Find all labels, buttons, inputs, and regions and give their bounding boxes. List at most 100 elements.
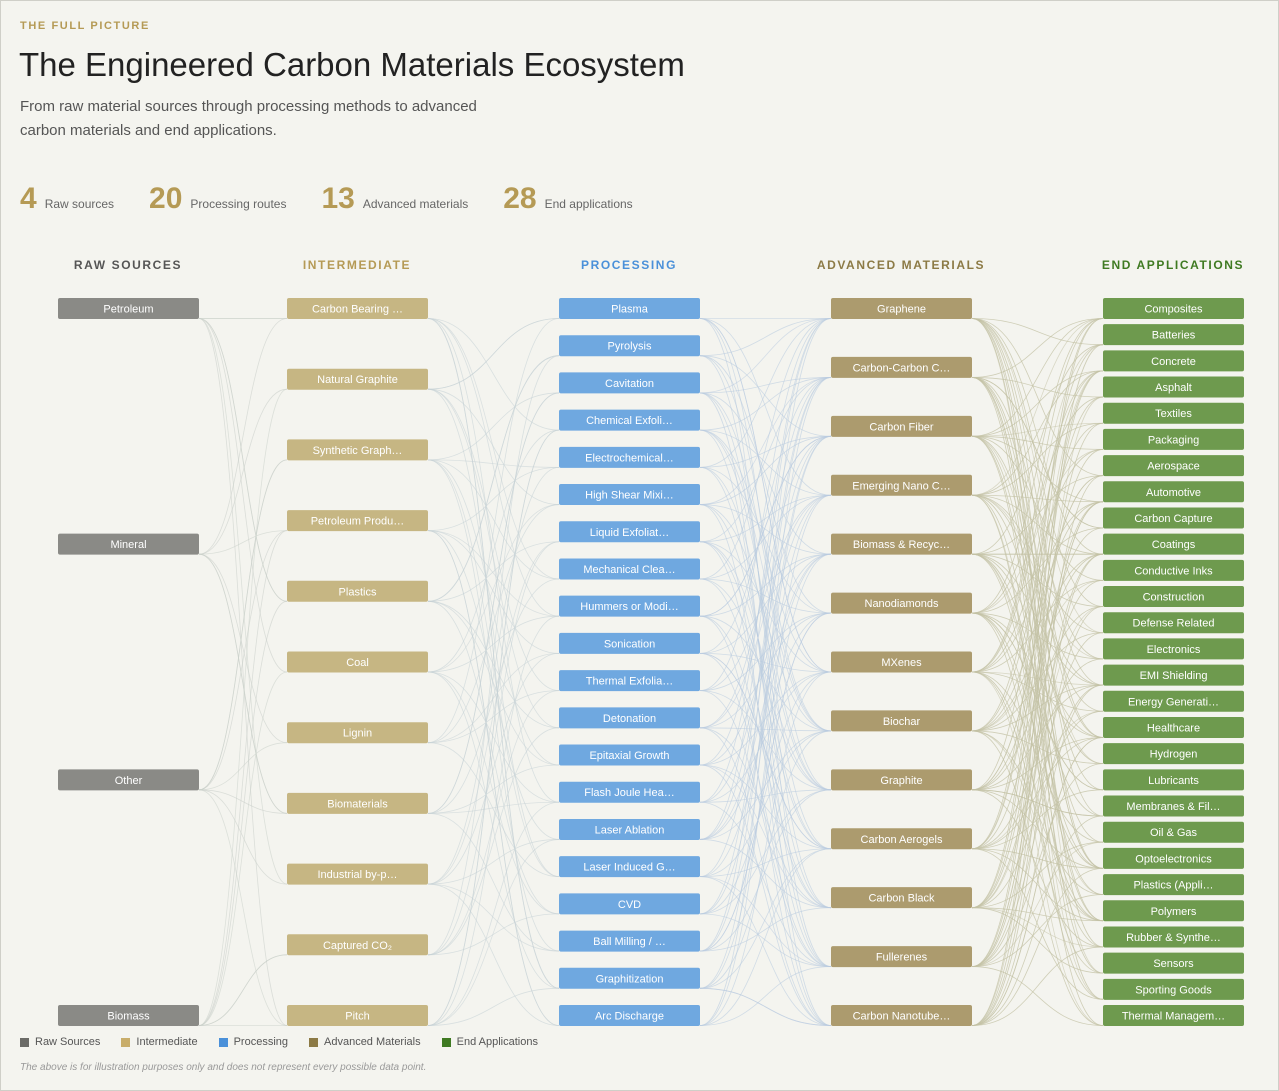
node-advanced-graphene[interactable]: Graphene <box>831 298 972 319</box>
node-advanced-carbon-aerogels[interactable]: Carbon Aerogels <box>831 828 972 850</box>
node-end-conductive-inks[interactable]: Conductive Inks <box>1103 559 1244 581</box>
flow-link <box>971 475 1104 1026</box>
node-processing-sonication[interactable]: Sonication <box>559 632 700 654</box>
flow-link <box>427 671 560 803</box>
node-processing-laser-induced-g[interactable]: Laser Induced G… <box>559 856 700 878</box>
node-advanced-emerging-nano-c[interactable]: Emerging Nano C… <box>831 474 972 496</box>
node-processing-mechanical-clea[interactable]: Mechanical Clea… <box>559 558 700 580</box>
node-intermediate-industrial-by-p[interactable]: Industrial by-p… <box>287 863 428 885</box>
node-end-composites[interactable]: Composites <box>1103 298 1244 319</box>
flow-link <box>971 475 1104 791</box>
node-processing-high-shear-mixi[interactable]: High Shear Mixi… <box>559 484 700 506</box>
node-label: Graphene <box>877 304 926 316</box>
node-end-plastics-appli[interactable]: Plastics (Appli… <box>1103 874 1244 896</box>
node-processing-liquid-exfoliat[interactable]: Liquid Exfoliat… <box>559 521 700 543</box>
node-intermediate-biomaterials[interactable]: Biomaterials <box>287 792 428 814</box>
node-advanced-nanodiamonds[interactable]: Nanodiamonds <box>831 592 972 614</box>
node-box <box>559 521 700 543</box>
flow-link <box>971 318 1104 909</box>
node-label: Epitaxial Growth <box>589 750 669 762</box>
node-advanced-mxenes[interactable]: MXenes <box>831 651 972 673</box>
flow-link <box>699 730 832 840</box>
node-end-coatings[interactable]: Coatings <box>1103 533 1244 555</box>
node-processing-detonation[interactable]: Detonation <box>559 707 700 729</box>
node-box <box>831 533 972 555</box>
node-label: Sporting Goods <box>1135 984 1212 996</box>
node-advanced-biochar[interactable]: Biochar <box>831 710 972 732</box>
node-advanced-fullerenes[interactable]: Fullerenes <box>831 946 972 968</box>
flow-link <box>699 727 832 1026</box>
node-processing-chemical-exfoli[interactable]: Chemical Exfoli… <box>559 409 700 431</box>
node-intermediate-petroleum-produ[interactable]: Petroleum Produ… <box>287 510 428 532</box>
node-end-concrete[interactable]: Concrete <box>1103 350 1244 372</box>
node-processing-laser-ablation[interactable]: Laser Ablation <box>559 818 700 840</box>
node-label: Synthetic Graph… <box>313 445 403 457</box>
node-intermediate-plastics[interactable]: Plastics <box>287 580 428 602</box>
flow-link <box>699 578 832 791</box>
node-end-thermal-managem[interactable]: Thermal Managem… <box>1103 1005 1244 1026</box>
node-advanced-carbon-black[interactable]: Carbon Black <box>831 887 972 909</box>
node-processing-electrochemical[interactable]: Electrochemical… <box>559 446 700 468</box>
node-processing-arc-discharge[interactable]: Arc Discharge <box>559 1005 700 1026</box>
node-end-construction[interactable]: Construction <box>1103 586 1244 608</box>
node-intermediate-natural-graphite[interactable]: Natural Graphite <box>287 368 428 390</box>
node-raw-mineral[interactable]: Mineral <box>58 533 199 555</box>
node-processing-hummers-or-modi[interactable]: Hummers or Modi… <box>559 595 700 617</box>
node-processing-epitaxial-growth[interactable]: Epitaxial Growth <box>559 744 700 766</box>
node-end-carbon-capture[interactable]: Carbon Capture <box>1103 507 1244 529</box>
flow-link <box>427 504 560 673</box>
node-end-rubber-synthe[interactable]: Rubber & Synthe… <box>1103 926 1244 948</box>
node-end-batteries[interactable]: Batteries <box>1103 324 1244 346</box>
section-kicker: THE FULL PICTURE <box>20 20 150 32</box>
node-end-hydrogen[interactable]: Hydrogen <box>1103 743 1244 765</box>
node-end-packaging[interactable]: Packaging <box>1103 428 1244 450</box>
node-processing-cvd[interactable]: CVD <box>559 893 700 915</box>
node-raw-biomass[interactable]: Biomass <box>58 1005 199 1026</box>
node-advanced-carbon-fiber[interactable]: Carbon Fiber <box>831 415 972 437</box>
node-intermediate-synthetic-graph[interactable]: Synthetic Graph… <box>287 439 428 461</box>
node-box <box>1103 324 1244 346</box>
node-end-membranes-fil[interactable]: Membranes & Fil… <box>1103 795 1244 817</box>
node-end-defense-related[interactable]: Defense Related <box>1103 612 1244 634</box>
node-end-emi-shielding[interactable]: EMI Shielding <box>1103 664 1244 686</box>
node-end-oil-gas[interactable]: Oil & Gas <box>1103 821 1244 843</box>
node-end-optoelectronics[interactable]: Optoelectronics <box>1103 847 1244 869</box>
node-processing-thermal-exfolia[interactable]: Thermal Exfolia… <box>559 670 700 692</box>
node-processing-plasma[interactable]: Plasma <box>559 298 700 319</box>
node-end-aerospace[interactable]: Aerospace <box>1103 455 1244 477</box>
node-label: Carbon Capture <box>1134 513 1212 525</box>
node-end-automotive[interactable]: Automotive <box>1103 481 1244 503</box>
node-end-sporting-goods[interactable]: Sporting Goods <box>1103 978 1244 1000</box>
flow-link <box>699 494 832 580</box>
node-processing-graphitization[interactable]: Graphitization <box>559 967 700 989</box>
node-intermediate-captured-co[interactable]: Captured CO₂ <box>287 934 428 956</box>
node-intermediate-pitch[interactable]: Pitch <box>287 1005 428 1026</box>
node-advanced-carbon-carbon-c[interactable]: Carbon-Carbon C… <box>831 356 972 378</box>
node-box <box>1103 533 1244 555</box>
flow-link <box>971 494 1104 686</box>
node-intermediate-coal[interactable]: Coal <box>287 651 428 673</box>
node-advanced-graphite[interactable]: Graphite <box>831 769 972 791</box>
node-end-sensors[interactable]: Sensors <box>1103 952 1244 974</box>
node-end-textiles[interactable]: Textiles <box>1103 402 1244 424</box>
flow-link <box>699 318 832 357</box>
node-end-lubricants[interactable]: Lubricants <box>1103 769 1244 791</box>
node-processing-flash-joule-hea[interactable]: Flash Joule Hea… <box>559 781 700 803</box>
node-raw-petroleum[interactable]: Petroleum <box>58 298 199 319</box>
node-end-polymers[interactable]: Polymers <box>1103 900 1244 922</box>
node-box <box>1103 638 1244 660</box>
flow-link <box>427 392 560 814</box>
node-end-electronics[interactable]: Electronics <box>1103 638 1244 660</box>
node-end-healthcare[interactable]: Healthcare <box>1103 716 1244 738</box>
node-advanced-biomass-recyc[interactable]: Biomass & Recyc… <box>831 533 972 555</box>
node-processing-cavitation[interactable]: Cavitation <box>559 372 700 394</box>
flow-link <box>427 459 560 580</box>
node-end-energy-generati[interactable]: Energy Generati… <box>1103 690 1244 712</box>
node-intermediate-carbon-bearing[interactable]: Carbon Bearing … <box>287 298 428 319</box>
node-advanced-carbon-nanotube[interactable]: Carbon Nanotube… <box>831 1005 972 1026</box>
node-raw-other[interactable]: Other <box>58 769 199 791</box>
node-intermediate-lignin[interactable]: Lignin <box>287 722 428 744</box>
node-processing-pyrolysis[interactable]: Pyrolysis <box>559 335 700 357</box>
node-processing-ball-milling[interactable]: Ball Milling / … <box>559 930 700 952</box>
node-end-asphalt[interactable]: Asphalt <box>1103 376 1244 398</box>
